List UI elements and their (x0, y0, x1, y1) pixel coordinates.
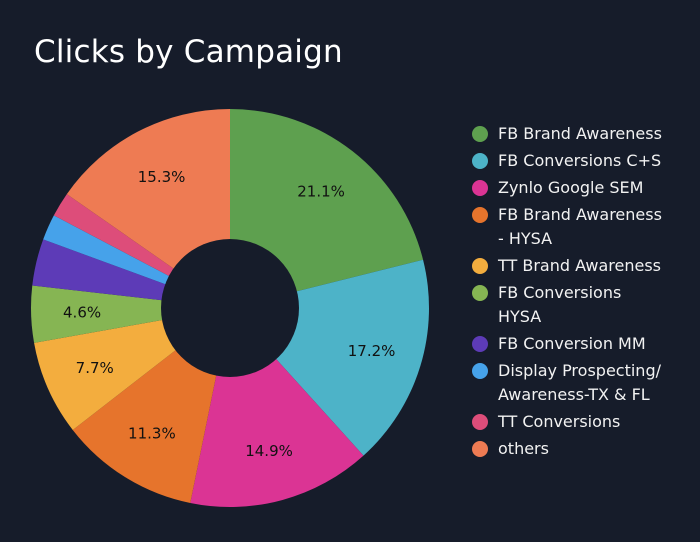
legend-item[interactable]: FB Brand Awareness (470, 122, 695, 146)
legend-label: FB Brand Awareness (498, 124, 662, 143)
legend-item[interactable]: Display Prospecting/Awareness-TX & FL (470, 359, 695, 407)
legend-item[interactable]: others (470, 437, 695, 461)
legend-label: Zynlo Google SEM (498, 178, 644, 197)
legend-label: FB Conversion MM (498, 334, 646, 353)
slice-data-label: 14.9% (245, 442, 293, 460)
legend-item[interactable]: TT Conversions (470, 410, 695, 434)
legend-swatch (472, 207, 488, 223)
legend-swatch (472, 153, 488, 169)
slice-fb-brand-awareness[interactable] (230, 109, 424, 308)
legend-swatch (472, 363, 488, 379)
labels-group: 21.1% 17.2% 14.9% 11.3% 7.7% 4.6% 15.3% (63, 168, 395, 460)
legend-item[interactable]: Zynlo Google SEM (470, 176, 695, 200)
legend-label: Awareness-TX & FL (498, 385, 650, 404)
legend-label: - HYSA (498, 229, 553, 248)
chart-title: Clicks by Campaign (34, 34, 343, 70)
legend-label: TT Brand Awareness (498, 256, 662, 275)
legend-label: Display Prospecting/ (498, 361, 661, 380)
slice-fb-conversions-hysa[interactable] (30, 285, 230, 343)
legend-swatch (472, 258, 488, 274)
legend-label: FB Conversions C+S (498, 151, 662, 170)
slice-data-label: 15.3% (138, 168, 186, 186)
legend-swatch (472, 285, 488, 301)
legend-swatch (472, 414, 488, 430)
legend-item[interactable]: FB Conversions HYSA (470, 281, 695, 329)
slice-data-label: 11.3% (128, 425, 176, 443)
legend-item[interactable]: TT Brand Awareness (470, 254, 695, 278)
chart-legend: FB Brand Awareness FB Conversions C+S Zynl… (470, 122, 695, 464)
legend-item[interactable]: FB Brand Awareness - HYSA (470, 203, 695, 251)
legend-swatch (472, 336, 488, 352)
legend-swatch (472, 126, 488, 142)
legend-label: FB Brand Awareness (498, 205, 662, 224)
slice-data-label: 17.2% (348, 342, 396, 360)
slice-data-label: 21.1% (297, 182, 345, 200)
donut-hole (161, 239, 299, 377)
legend-label: TT Conversions (498, 412, 621, 431)
legend-label: others (498, 439, 549, 458)
slice-data-label: 7.7% (76, 359, 114, 377)
legend-item[interactable]: FB Conversions C+S (470, 149, 695, 173)
legend-label: HYSA (498, 307, 542, 326)
slice-data-label: 4.6% (63, 304, 101, 322)
legend-label: FB Conversions (498, 283, 622, 302)
legend-item[interactable]: FB Conversion MM (470, 332, 695, 356)
legend-swatch (472, 441, 488, 457)
legend-swatch (472, 180, 488, 196)
